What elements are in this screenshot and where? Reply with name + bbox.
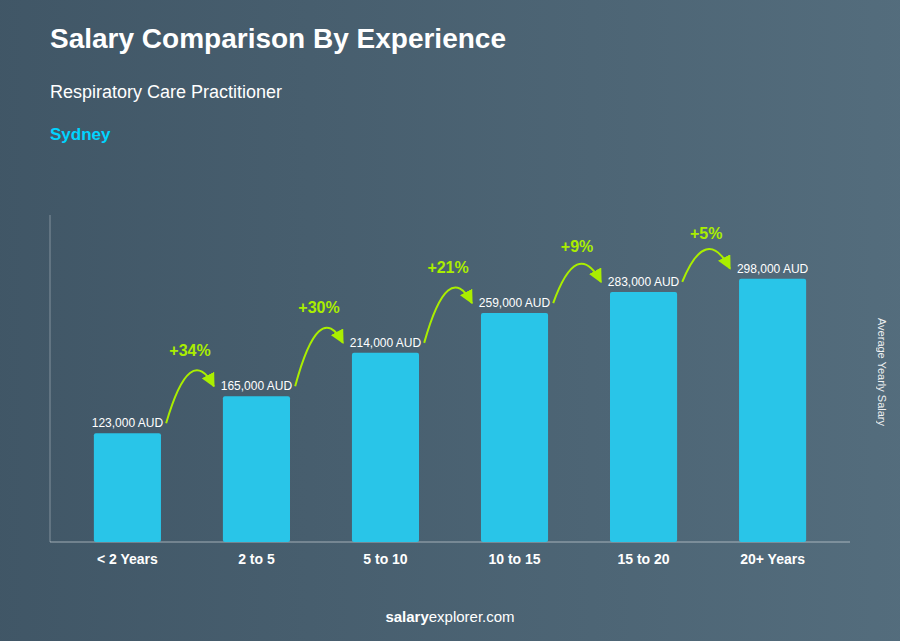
data-label: 283,000 AUD xyxy=(608,275,680,289)
chart-svg: Salary Comparison By Experience Respirato… xyxy=(0,0,900,641)
category-label: 15 to 20 xyxy=(617,551,669,567)
city: Sydney xyxy=(50,125,111,144)
change-label: +30% xyxy=(298,299,339,316)
data-label: 259,000 AUD xyxy=(479,296,551,310)
footer-part: salary xyxy=(385,608,429,625)
bar xyxy=(481,313,548,542)
x-axis-line xyxy=(50,542,850,543)
bar xyxy=(94,433,161,542)
bar xyxy=(739,279,806,542)
change-arrow xyxy=(295,328,343,386)
category-label: < 2 Years xyxy=(97,551,158,567)
bar xyxy=(352,353,419,542)
title: Salary Comparison By Experience xyxy=(50,23,506,54)
data-label: 123,000 AUD xyxy=(92,416,164,430)
footer: salaryexplorer.com xyxy=(385,608,514,625)
subtitle: Respiratory Care Practitioner xyxy=(50,82,282,102)
data-label: 298,000 AUD xyxy=(737,262,809,276)
data-label: 214,000 AUD xyxy=(350,336,422,350)
background xyxy=(0,0,900,641)
change-label: +9% xyxy=(561,238,593,255)
change-label: +34% xyxy=(169,342,210,359)
category-label: 2 to 5 xyxy=(238,551,275,567)
bar xyxy=(223,396,290,542)
bars xyxy=(94,279,806,542)
data-label: 165,000 AUD xyxy=(221,379,293,393)
category-label: 5 to 10 xyxy=(363,551,408,567)
background-overlay xyxy=(0,0,900,641)
footer-part: explorer.com xyxy=(429,608,515,625)
y-axis-label: Average Yearly Salary xyxy=(876,318,888,427)
change-arrow xyxy=(424,287,472,342)
chart-container: Salary Comparison By Experience Respirato… xyxy=(0,0,900,641)
y-axis-line xyxy=(50,215,51,542)
change-arrow xyxy=(166,370,214,423)
category-label: 20+ Years xyxy=(740,551,805,567)
bar xyxy=(610,292,677,542)
change-arrow xyxy=(682,249,730,282)
change-label: +5% xyxy=(690,225,722,242)
change-label: +21% xyxy=(427,259,468,276)
category-label: 10 to 15 xyxy=(488,551,540,567)
change-arrow xyxy=(553,264,601,303)
